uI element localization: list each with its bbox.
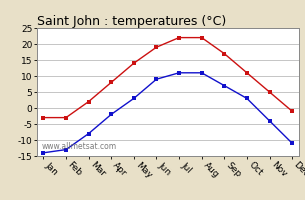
Text: www.allmetsat.com: www.allmetsat.com [42, 142, 117, 151]
Text: Saint John : temperatures (°C): Saint John : temperatures (°C) [37, 15, 226, 28]
